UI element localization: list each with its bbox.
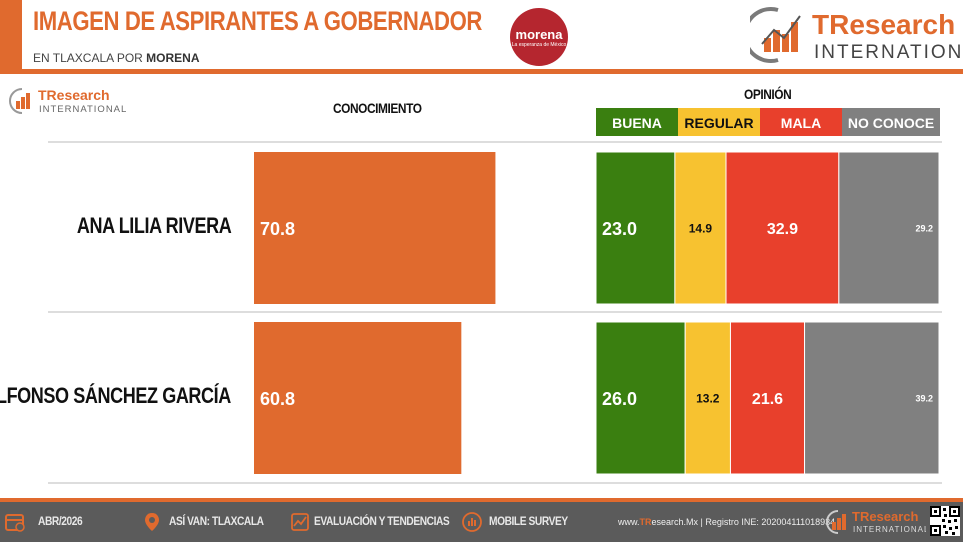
opinion-label-2-buena: 26.0 — [602, 389, 637, 409]
brand-logo: TResearch INTERNATIONAL — [750, 7, 960, 63]
legend-label-buena: BUENA — [612, 115, 662, 131]
opinion-label-1-no-conoce: 29.2 — [915, 223, 933, 233]
opinion-bar-2-regular — [684, 321, 731, 475]
conocimiento-label-1: 70.8 — [260, 219, 295, 239]
candidate-name-1: ANA LILIA RIVERA — [76, 213, 232, 238]
opinion-bar-1-buena — [595, 151, 676, 305]
subtitle-prefix: EN TLAXCALA POR — [33, 51, 143, 65]
opinion-bar-2-buena — [595, 321, 686, 475]
footer-survey: MOBILE SURVEY — [489, 514, 568, 528]
opinion-label-1-mala: 32.9 — [767, 221, 798, 238]
party-logo: morena La esperanza de México — [510, 8, 568, 66]
legend-label-no-conoce: NO CONOCE — [848, 115, 934, 131]
opinion-header: OPINIÓN — [744, 86, 792, 102]
legend-box-mala — [760, 108, 842, 136]
subtitle-party: MORENA — [146, 51, 200, 65]
footer-brand-logo: TResearch INTERNATIONAL — [826, 509, 926, 534]
calendar-icon — [5, 514, 25, 532]
opinion-legend: BUENA REGULAR MALA NO CONOCE — [596, 108, 940, 136]
footer-evaluation: EVALUACIÓN Y TENDENCIAS — [314, 514, 450, 528]
footer-brand-logo-sub: INTERNATIONAL — [853, 525, 926, 534]
opinion-bar-2-mala — [729, 321, 806, 475]
party-logo-text: morena — [515, 26, 563, 42]
evaluation-icon — [291, 513, 309, 531]
header-divider — [0, 69, 963, 74]
footer-web-prefix: www. — [618, 517, 640, 527]
brand-logo-small: TResearch INTERNATIONAL — [9, 87, 127, 115]
page-title: IMAGEN DE ASPIRANTES A GOBERNADOR — [33, 6, 482, 36]
opinion-bar-2-no-conoce — [804, 321, 940, 475]
candidate-name-2: ALFONSO SÁNCHEZ GARCÍA — [0, 383, 231, 408]
brand-logo-small-sub: INTERNATIONAL — [39, 104, 127, 115]
legend-label-regular: REGULAR — [684, 115, 753, 131]
conocimiento-header: CONOCIMIENTO — [333, 100, 422, 116]
party-logo-tagline: La esperanza de México — [511, 41, 567, 48]
legend-box-no-conoce — [842, 108, 940, 136]
footer-web-suffix: esearch.Mx | Registro INE: 2020041110189… — [651, 517, 836, 527]
footer-website: www.TResearch.Mx | Registro INE: 2020041… — [618, 517, 835, 527]
mobile-survey-icon — [462, 512, 482, 532]
map-pin-icon — [145, 513, 159, 531]
chart-area: BUENA REGULAR MALA NO CONOCE 70.8 60.8 23.0 1… — [48, 108, 942, 484]
footer-web-brand: TR — [639, 517, 652, 527]
conocimiento-bars: 70.8 60.8 — [254, 152, 496, 474]
footer-divider — [0, 498, 963, 503]
conocimiento-bar-1 — [254, 152, 496, 304]
qr-code — [930, 506, 960, 536]
legend-box-buena — [596, 108, 678, 136]
opinion-bar-1-no-conoce — [838, 151, 940, 305]
header: IMAGEN DE ASPIRANTES A GOBERNADOR EN TLA… — [0, 0, 963, 70]
opinion-label-1-regular: 14.9 — [689, 222, 713, 236]
opinion-bars: 23.0 14.9 32.9 29.2 26.0 13.2 21.6 39.2 — [595, 151, 940, 475]
brand-logo-text: TResearch — [812, 9, 955, 40]
header-accent-bar — [0, 0, 22, 70]
legend-label-mala: MALA — [781, 115, 821, 131]
footer-date: ABR/2026 — [38, 514, 83, 528]
opinion-label-2-mala: 21.6 — [752, 391, 783, 408]
brand-logo-small-text: TResearch — [38, 87, 110, 103]
page-subtitle: EN TLAXCALA POR MORENA — [33, 51, 200, 65]
opinion-label-2-no-conoce: 39.2 — [915, 393, 933, 403]
footer-brand-logo-text: TResearch — [852, 509, 919, 524]
conocimiento-bar-2 — [254, 322, 462, 474]
opinion-label-2-regular: 13.2 — [696, 392, 720, 406]
legend-box-regular — [678, 108, 760, 136]
conocimiento-label-2: 60.8 — [260, 389, 295, 409]
opinion-label-1-buena: 23.0 — [602, 219, 637, 239]
footer-location: ASÍ VAN: TLAXCALA — [169, 514, 264, 528]
brand-logo-sub: INTERNATIONAL — [814, 42, 960, 63]
opinion-bar-1-mala — [725, 151, 840, 305]
row-dividers — [48, 141, 942, 484]
